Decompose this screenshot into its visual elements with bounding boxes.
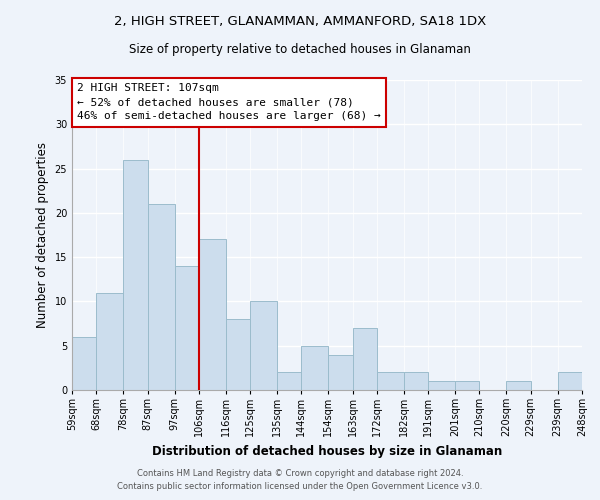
Bar (277, 372, 301, 390)
Bar (455, 381, 479, 390)
Y-axis label: Number of detached properties: Number of detached properties (36, 142, 49, 328)
Text: 2, HIGH STREET, GLANAMMAN, AMMANFORD, SA18 1DX: 2, HIGH STREET, GLANAMMAN, AMMANFORD, SA… (114, 15, 486, 28)
Bar (199, 240, 226, 390)
Text: Size of property relative to detached houses in Glanaman: Size of property relative to detached ho… (129, 42, 471, 56)
Bar (96, 292, 123, 390)
Bar (72, 337, 96, 390)
Bar (301, 346, 328, 390)
Bar (428, 381, 455, 390)
Bar (353, 328, 377, 390)
Text: 2 HIGH STREET: 107sqm
← 52% of detached houses are smaller (78)
46% of semi-deta: 2 HIGH STREET: 107sqm ← 52% of detached … (77, 83, 381, 121)
X-axis label: Distribution of detached houses by size in Glanaman: Distribution of detached houses by size … (152, 444, 502, 458)
Bar (175, 266, 199, 390)
Bar (123, 160, 148, 390)
Bar (226, 319, 250, 390)
Bar (558, 372, 582, 390)
Bar (328, 354, 353, 390)
Bar (148, 204, 175, 390)
Bar (250, 302, 277, 390)
Text: Contains HM Land Registry data © Crown copyright and database right 2024.: Contains HM Land Registry data © Crown c… (137, 468, 463, 477)
Bar (404, 372, 428, 390)
Bar (377, 372, 404, 390)
Text: Contains public sector information licensed under the Open Government Licence v3: Contains public sector information licen… (118, 482, 482, 491)
Bar (506, 381, 531, 390)
